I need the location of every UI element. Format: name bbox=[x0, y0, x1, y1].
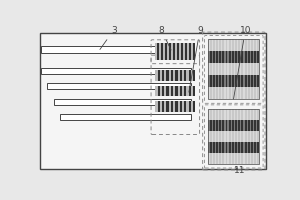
Bar bbox=[155, 101, 195, 112]
Bar bbox=[191, 70, 193, 81]
Bar bbox=[54, 99, 191, 105]
Bar bbox=[155, 101, 158, 112]
Bar bbox=[208, 109, 259, 164]
Bar bbox=[224, 109, 226, 164]
Bar bbox=[169, 86, 171, 96]
Bar bbox=[179, 43, 181, 60]
Bar bbox=[218, 39, 219, 99]
Bar bbox=[163, 43, 165, 60]
Bar bbox=[243, 39, 244, 99]
Bar bbox=[164, 70, 167, 81]
Text: 8: 8 bbox=[159, 26, 171, 50]
Bar bbox=[234, 39, 235, 99]
Bar bbox=[208, 109, 259, 164]
Bar bbox=[250, 109, 251, 164]
Bar bbox=[208, 142, 259, 153]
Bar bbox=[240, 39, 242, 99]
Bar bbox=[155, 43, 157, 60]
Bar bbox=[175, 43, 177, 60]
Bar bbox=[186, 86, 189, 96]
Bar bbox=[247, 39, 248, 99]
Bar bbox=[253, 39, 254, 99]
Bar bbox=[159, 43, 161, 60]
Bar bbox=[178, 86, 180, 96]
Bar bbox=[41, 46, 191, 53]
Bar bbox=[169, 70, 171, 81]
Bar bbox=[160, 70, 162, 81]
Bar bbox=[155, 70, 195, 81]
Bar bbox=[231, 39, 232, 99]
Bar bbox=[171, 43, 173, 60]
Bar bbox=[237, 39, 238, 99]
Bar bbox=[221, 39, 222, 99]
Bar bbox=[221, 109, 222, 164]
Bar bbox=[212, 39, 213, 99]
Bar bbox=[227, 109, 229, 164]
Bar bbox=[155, 70, 158, 81]
Bar bbox=[191, 101, 193, 112]
Bar bbox=[178, 101, 180, 112]
Bar bbox=[164, 86, 167, 96]
Bar bbox=[173, 101, 175, 112]
Bar bbox=[40, 33, 266, 169]
Text: 9: 9 bbox=[189, 26, 203, 92]
Bar bbox=[169, 101, 171, 112]
Bar bbox=[253, 109, 254, 164]
Bar bbox=[182, 101, 184, 112]
Bar bbox=[208, 109, 210, 164]
Bar bbox=[243, 109, 244, 164]
Bar bbox=[218, 109, 219, 164]
Bar bbox=[227, 39, 229, 99]
Bar bbox=[224, 39, 226, 99]
Bar bbox=[215, 109, 216, 164]
Bar bbox=[186, 70, 189, 81]
Bar bbox=[256, 109, 257, 164]
Bar bbox=[47, 83, 191, 89]
Bar bbox=[187, 43, 189, 60]
Bar bbox=[208, 51, 259, 63]
Bar bbox=[41, 68, 191, 74]
Bar bbox=[155, 43, 195, 60]
Bar bbox=[247, 109, 248, 164]
Bar bbox=[164, 101, 167, 112]
Bar bbox=[215, 39, 216, 99]
Bar bbox=[208, 75, 259, 87]
Bar bbox=[237, 109, 238, 164]
Bar bbox=[208, 39, 210, 99]
Bar bbox=[182, 70, 184, 81]
Bar bbox=[183, 43, 185, 60]
Bar bbox=[191, 43, 193, 60]
Bar bbox=[256, 39, 257, 99]
Bar bbox=[160, 86, 162, 96]
Bar bbox=[240, 109, 242, 164]
Bar bbox=[160, 101, 162, 112]
Bar bbox=[182, 86, 184, 96]
Bar bbox=[250, 39, 251, 99]
Text: 11: 11 bbox=[234, 166, 246, 175]
Bar bbox=[212, 109, 213, 164]
Bar bbox=[208, 120, 259, 131]
Bar bbox=[186, 101, 189, 112]
Bar bbox=[155, 86, 158, 96]
Bar bbox=[173, 86, 175, 96]
Text: 3: 3 bbox=[100, 26, 117, 49]
Text: 10: 10 bbox=[233, 26, 251, 99]
Bar bbox=[231, 109, 232, 164]
Bar bbox=[155, 86, 195, 96]
Bar bbox=[60, 114, 191, 120]
Bar bbox=[234, 109, 235, 164]
Bar bbox=[208, 39, 259, 99]
Bar bbox=[191, 86, 193, 96]
Bar bbox=[208, 39, 259, 99]
Bar bbox=[167, 43, 169, 60]
Bar bbox=[173, 70, 175, 81]
Bar bbox=[178, 70, 180, 81]
